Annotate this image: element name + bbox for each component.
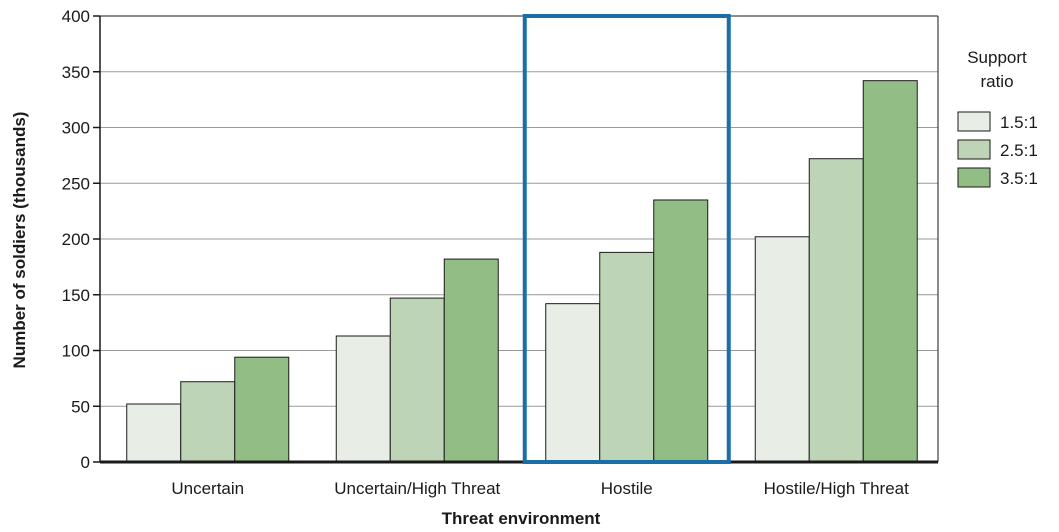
y-tick-label-100: 100 xyxy=(62,342,90,361)
legend-title-line-2: ratio xyxy=(980,72,1013,91)
y-tick-label-150: 150 xyxy=(62,286,90,305)
highlight-box-rect xyxy=(522,14,731,464)
bar-4-1 xyxy=(754,236,810,463)
legend-label-2: 2.5:1 xyxy=(1000,141,1038,160)
legend-swatch-3 xyxy=(957,167,991,188)
x-tick-label-4: Hostile/High Threat xyxy=(764,479,909,498)
y-tick-label-0: 0 xyxy=(81,453,90,472)
legend: Support ratio 1.5:1 2.5:1 3.5:1 xyxy=(957,48,1038,188)
bar-2-2 xyxy=(389,297,445,463)
bar-1-2 xyxy=(180,381,236,463)
bar-1-3 xyxy=(234,356,290,463)
y-tick-label-250: 250 xyxy=(62,174,90,193)
x-tick-label-1: Uncertain xyxy=(171,479,244,498)
y-tick-label-350: 350 xyxy=(62,63,90,82)
bar-4-2 xyxy=(808,158,864,463)
x-tick-label-2: Uncertain/High Threat xyxy=(334,479,500,498)
y-tick-labels: 0 50 100 150 200 250 300 350 400 xyxy=(62,7,90,472)
legend-swatch-2 xyxy=(957,139,991,160)
y-tick-label-50: 50 xyxy=(71,397,90,416)
bar-3-1 xyxy=(545,303,601,463)
bar-3-2 xyxy=(599,251,655,463)
bars xyxy=(126,80,918,463)
bar-2-1 xyxy=(335,335,391,463)
legend-label-1: 1.5:1 xyxy=(1000,113,1038,132)
legend-title-line-1: Support xyxy=(967,48,1027,67)
axes xyxy=(93,15,939,464)
grid-lines xyxy=(100,15,938,407)
y-axis-title: Number of soldiers (thousands) xyxy=(10,112,29,369)
x-tick-label-3: Hostile xyxy=(601,479,653,498)
bar-3-3 xyxy=(653,199,709,463)
y-tick-label-400: 400 xyxy=(62,7,90,26)
highlight-box xyxy=(522,14,731,464)
bar-4-3 xyxy=(862,80,918,463)
y-tick-label-200: 200 xyxy=(62,230,90,249)
x-tick-labels: Uncertain Uncertain/High Threat Hostile Hos… xyxy=(171,479,909,498)
legend-swatch-1 xyxy=(957,111,991,132)
y-tick-label-300: 300 xyxy=(62,119,90,138)
legend-label-3: 3.5:1 xyxy=(1000,169,1038,188)
bar-1-1 xyxy=(126,403,182,463)
bar-2-3 xyxy=(443,258,499,463)
x-axis-title: Threat environment xyxy=(442,509,601,528)
